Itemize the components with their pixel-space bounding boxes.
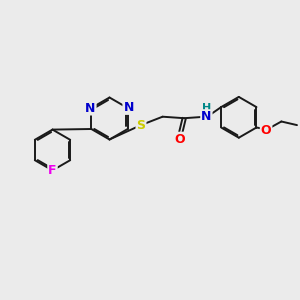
Text: S: S [136, 118, 146, 132]
Text: H: H [202, 103, 211, 113]
Text: N: N [201, 110, 212, 123]
Text: F: F [48, 164, 57, 177]
Text: O: O [174, 133, 185, 146]
Text: N: N [85, 101, 96, 115]
Text: O: O [261, 124, 272, 137]
Text: N: N [123, 101, 134, 114]
